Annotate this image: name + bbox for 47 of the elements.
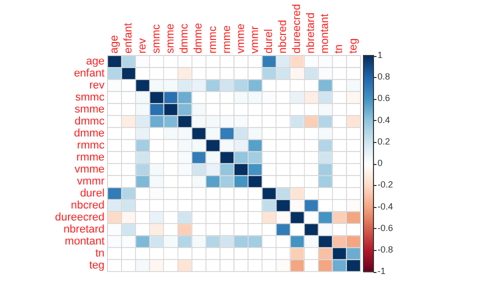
y-tick-label: enfant bbox=[74, 68, 105, 80]
y-tick-label: montant bbox=[64, 236, 105, 248]
color-bar-label: -0.4 bbox=[377, 201, 394, 212]
color-bar-label: -0.8 bbox=[377, 244, 394, 254]
y-tick-label: age bbox=[86, 56, 105, 68]
color-bar-label: 0.6 bbox=[377, 93, 390, 104]
y-tick-label: rmmc bbox=[77, 140, 106, 152]
color-bar-label: 0.8 bbox=[377, 72, 390, 82]
y-tick-label: tn bbox=[95, 248, 105, 260]
x-tick-label: enfant bbox=[122, 22, 134, 54]
y-tick-label: vmme bbox=[74, 164, 105, 176]
y-tick-label: dmmc bbox=[74, 116, 106, 128]
x-tick-label: dmme bbox=[192, 22, 205, 54]
x-tick-label: dureecred bbox=[291, 4, 304, 54]
x-tick-label: montant bbox=[319, 14, 332, 54]
y-tick-label: rev bbox=[89, 80, 106, 92]
x-tick-label: rmme bbox=[220, 25, 233, 54]
x-tick-label: nbretard bbox=[305, 12, 318, 54]
y-tick-label: smmc bbox=[75, 92, 106, 104]
x-tick-label: rev bbox=[136, 38, 148, 54]
y-tick-label: teg bbox=[89, 260, 105, 272]
x-tick-label: age bbox=[108, 35, 120, 54]
x-tick-label: durel bbox=[262, 29, 275, 54]
y-tick-label: nbretard bbox=[64, 224, 105, 236]
x-tick-label: vmme bbox=[234, 24, 247, 54]
color-bar-label: 0.2 bbox=[377, 136, 390, 146]
x-tick-label: smme bbox=[164, 24, 177, 54]
color-bar-label: 0.4 bbox=[377, 114, 390, 125]
color-bar-label: 0 bbox=[377, 158, 383, 168]
x-tick-label: rmmc bbox=[206, 26, 219, 54]
y-tick-label: durel bbox=[80, 188, 105, 200]
x-tick-label: vmmr bbox=[248, 26, 261, 54]
y-tick-label: dmme bbox=[74, 128, 105, 140]
color-bar-label: 1 bbox=[377, 50, 383, 60]
x-tick-label: teg bbox=[347, 38, 360, 54]
y-tick-label: smme bbox=[74, 104, 105, 116]
color-bar-label: -0.6 bbox=[377, 222, 394, 233]
x-tick-label: tn bbox=[333, 44, 346, 54]
color-bar-label: -1 bbox=[377, 266, 386, 276]
color-bar-label: -0.2 bbox=[377, 180, 394, 190]
y-tick-label: dureecred bbox=[54, 212, 105, 224]
y-tick-label: rmme bbox=[76, 152, 105, 164]
x-tick-label: nbcred bbox=[277, 20, 290, 54]
y-tick-label: vmmr bbox=[77, 176, 105, 188]
x-tick-label: dmmc bbox=[178, 23, 191, 54]
y-tick-label: nbcred bbox=[70, 200, 105, 212]
x-tick-label: smmc bbox=[150, 24, 163, 54]
